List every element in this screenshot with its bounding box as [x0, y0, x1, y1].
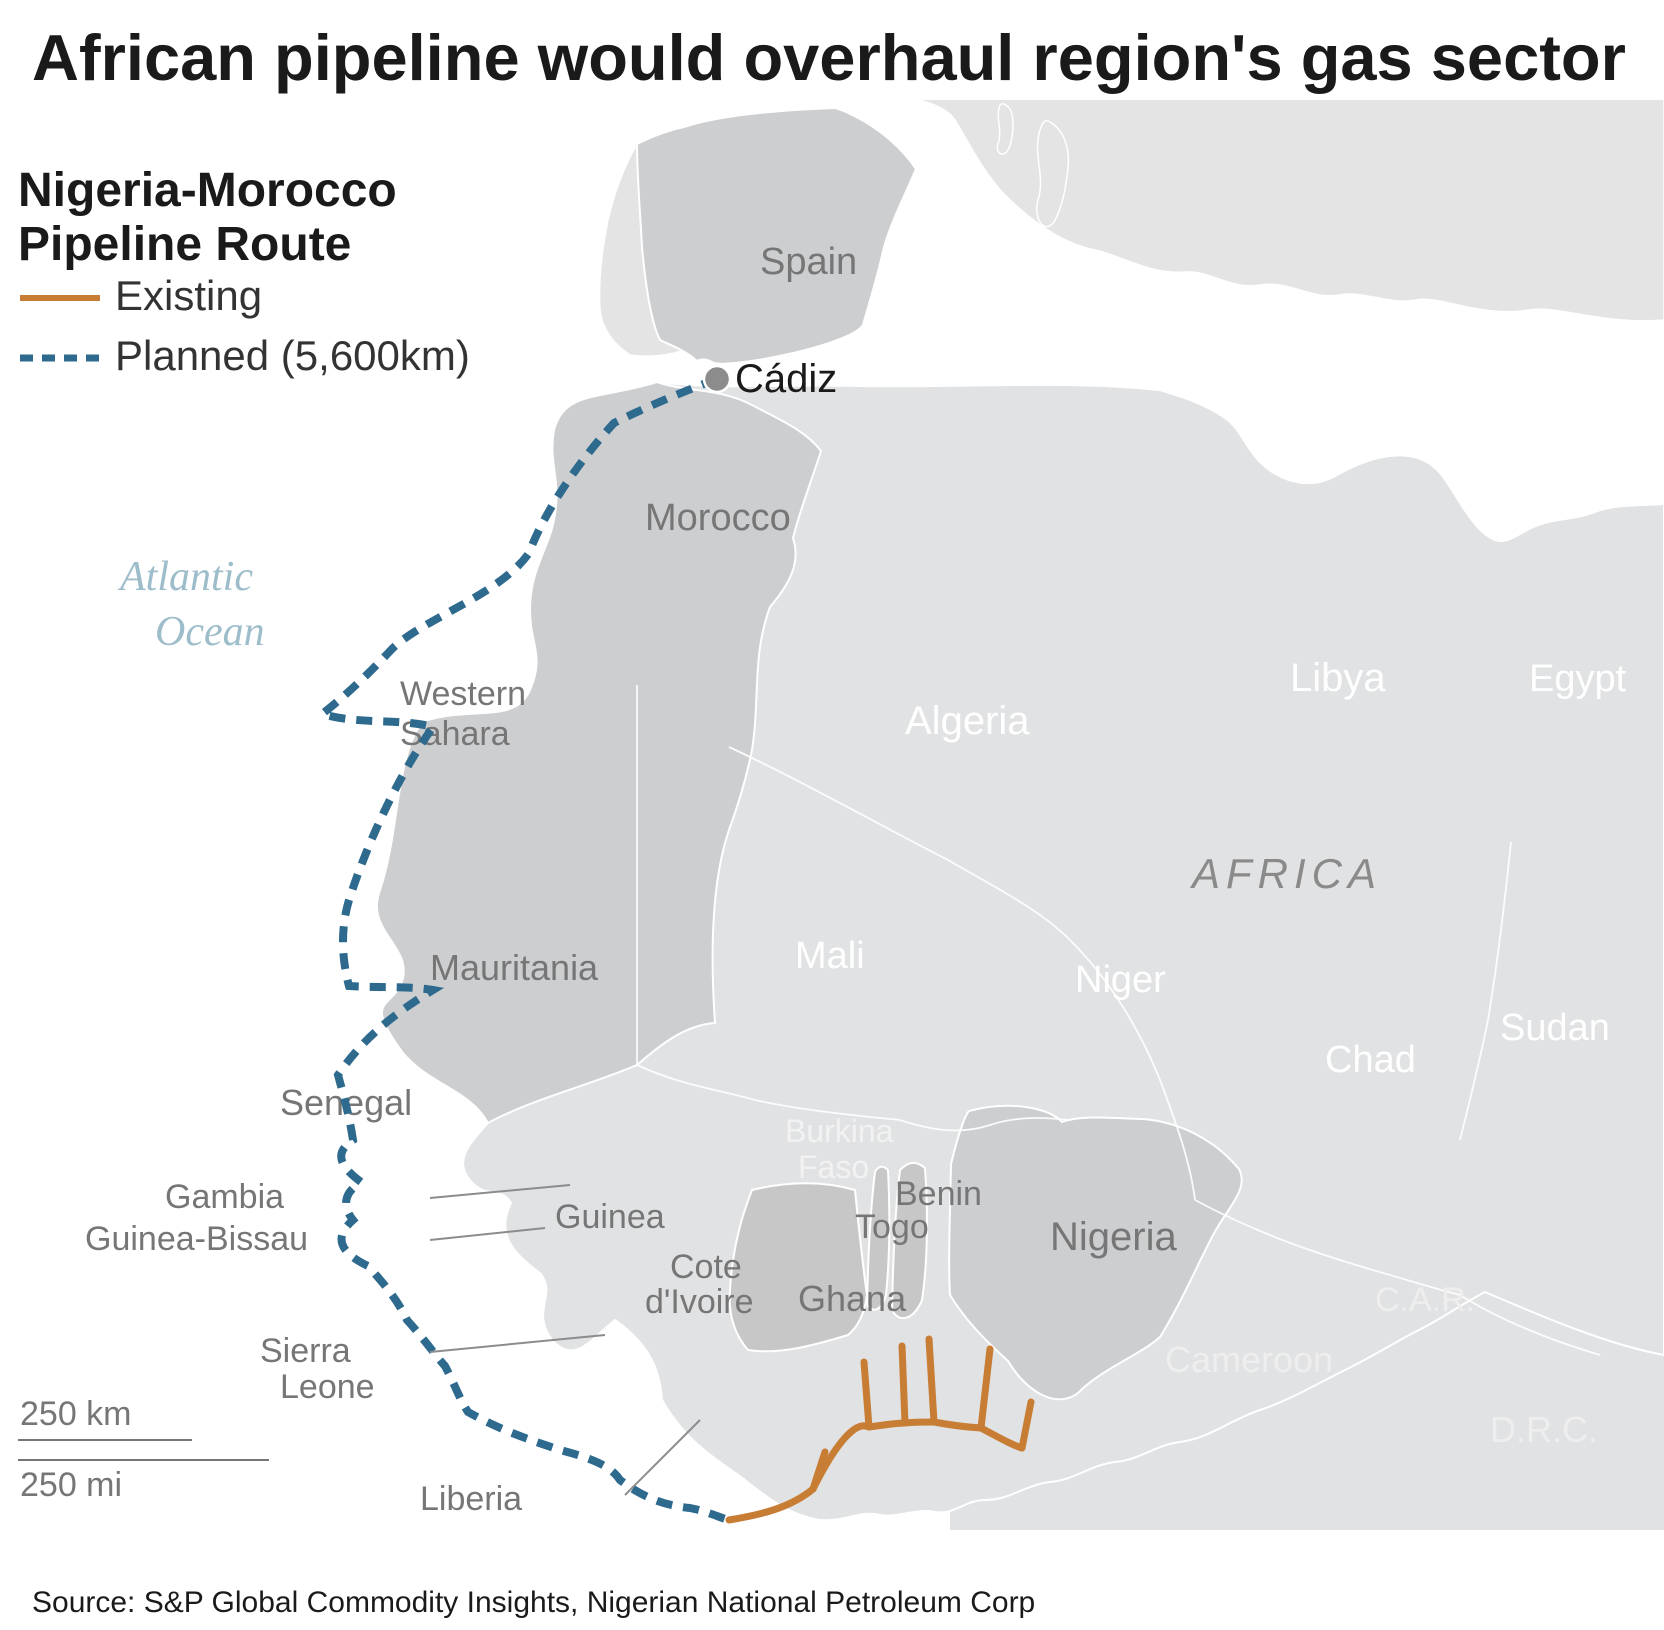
svg-text:Atlantic: Atlantic [117, 554, 253, 600]
svg-text:Sierra: Sierra [260, 1332, 351, 1370]
svg-text:Libya: Libya [1290, 656, 1386, 700]
svg-text:Nigeria: Nigeria [1050, 1215, 1177, 1259]
svg-text:Algeria: Algeria [905, 699, 1030, 743]
svg-text:Liberia: Liberia [420, 1480, 522, 1518]
svg-text:Mauritania: Mauritania [430, 947, 599, 988]
svg-text:Cádiz: Cádiz [735, 357, 837, 401]
svg-text:Ghana: Ghana [798, 1278, 907, 1319]
svg-text:Chad: Chad [1325, 1039, 1416, 1081]
svg-text:Existing: Existing [115, 272, 262, 319]
svg-text:AFRICA: AFRICA [1189, 850, 1382, 897]
svg-text:Cameroon: Cameroon [1165, 1339, 1333, 1380]
svg-text:Planned (5,600km): Planned (5,600km) [115, 332, 470, 379]
svg-text:Spain: Spain [760, 241, 857, 283]
svg-text:Guinea: Guinea [555, 1198, 665, 1236]
svg-text:C.A.R.: C.A.R. [1375, 1281, 1475, 1319]
svg-text:Egypt: Egypt [1529, 658, 1627, 700]
svg-text:Leone: Leone [280, 1368, 375, 1406]
svg-text:Morocco: Morocco [645, 497, 791, 539]
svg-text:Ocean: Ocean [155, 609, 265, 655]
svg-text:Mali: Mali [795, 935, 865, 977]
svg-text:Cote: Cote [670, 1248, 742, 1286]
svg-text:Nigeria-Morocco: Nigeria-Morocco [18, 164, 397, 217]
svg-text:Guinea-Bissau: Guinea-Bissau [85, 1220, 308, 1258]
svg-text:d'Ivoire: d'Ivoire [645, 1283, 754, 1321]
svg-text:Niger: Niger [1075, 959, 1166, 1001]
svg-text:Togo: Togo [855, 1208, 929, 1246]
svg-text:Sudan: Sudan [1500, 1007, 1610, 1049]
svg-text:Gambia: Gambia [165, 1178, 284, 1216]
svg-text:Faso: Faso [798, 1149, 869, 1185]
svg-text:Western: Western [400, 675, 526, 713]
svg-text:Pipeline Route: Pipeline Route [18, 218, 351, 271]
svg-text:Burkina: Burkina [785, 1113, 894, 1149]
svg-text:250 km: 250 km [20, 1395, 132, 1433]
svg-text:250 mi: 250 mi [20, 1466, 122, 1504]
svg-text:D.R.C.: D.R.C. [1490, 1409, 1598, 1450]
